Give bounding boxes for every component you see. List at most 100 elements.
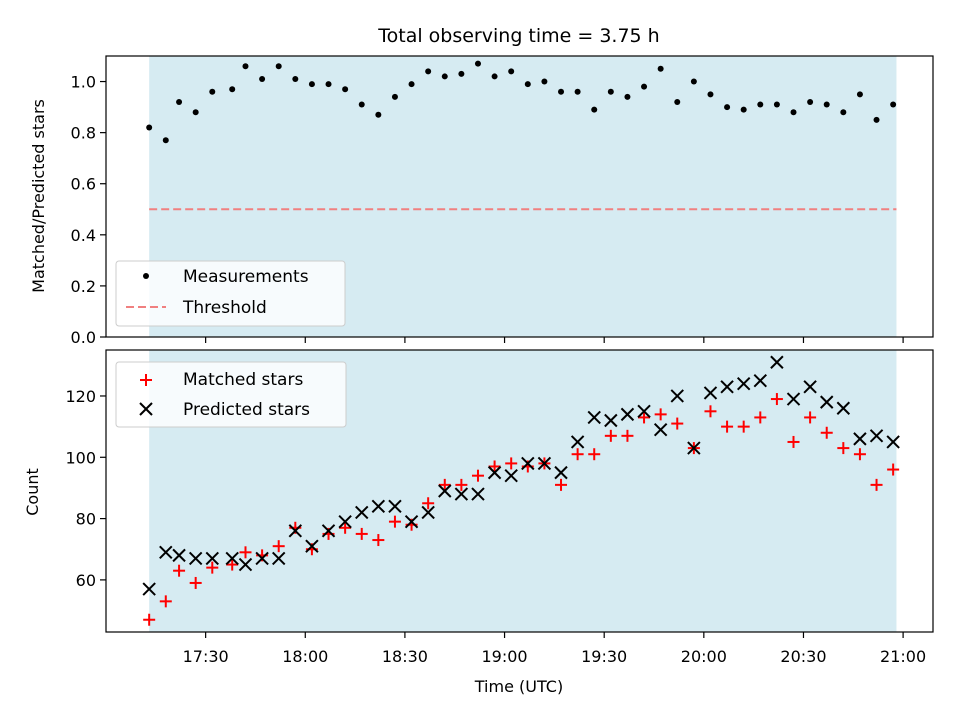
bottom-ytick-label: 60 — [76, 571, 96, 590]
predicted-star-point — [255, 551, 269, 566]
matched-star-point — [853, 448, 866, 461]
predicted-star-point — [803, 380, 817, 394]
top-title: Total observing time = 3.75 h — [377, 25, 659, 47]
predicted-star-point — [687, 441, 701, 455]
matched-star-point — [621, 429, 634, 442]
predicted-star-diag2 — [355, 505, 369, 520]
measurement-point — [873, 116, 880, 123]
predicted-star-diag2 — [172, 548, 186, 563]
matched-star-point — [239, 546, 252, 559]
predicted-star-diag2 — [786, 392, 801, 406]
legend-marker-matched — [140, 374, 152, 386]
predicted-star-point — [537, 456, 552, 471]
measurement-point — [740, 106, 747, 113]
measurement-point — [391, 93, 398, 100]
predicted-star-point — [886, 435, 900, 449]
predicted-star-point — [670, 389, 684, 403]
predicted-star-diag2 — [454, 487, 469, 501]
predicted-star-diag2 — [288, 524, 303, 538]
matched-star-point — [654, 408, 667, 421]
predicted-star-diag2 — [255, 551, 269, 566]
measurement-point — [591, 106, 598, 113]
predicted-star-diag2 — [504, 468, 518, 483]
predicted-star-point — [388, 499, 402, 514]
predicted-star-diag2 — [521, 456, 535, 471]
predicted-star-point — [604, 413, 618, 428]
predicted-star-diag2 — [670, 389, 684, 403]
predicted-star-point — [338, 514, 352, 529]
measurement-point — [259, 75, 266, 82]
measurement-point — [508, 68, 515, 75]
matched-star-point — [820, 426, 833, 439]
matched-star-point — [189, 576, 202, 589]
bottom-xtick-label: 19:00 — [481, 647, 527, 666]
measurement-point — [441, 73, 448, 80]
predicted-star-diag2 — [421, 505, 435, 520]
top-panel: Total observing time = 3.75 h 0.0 0.2 0.4 0… — [29, 25, 934, 347]
top-ylabel: Matched/Predicted stars — [29, 99, 48, 293]
top-ytick-label: 1.0 — [71, 73, 96, 92]
measurement-point — [541, 78, 548, 85]
matched-star-point — [837, 442, 850, 455]
bottom-ytick-label: 100 — [65, 448, 96, 467]
predicted-star-point — [820, 395, 834, 409]
predicted-star-point — [454, 487, 469, 501]
measurement-point — [176, 98, 183, 105]
matched-star-point — [372, 534, 385, 547]
predicted-star-point — [637, 404, 651, 419]
measurement-point — [641, 83, 648, 90]
matched-star-point — [339, 521, 352, 534]
matched-star-point — [787, 435, 800, 448]
measurement-point — [408, 81, 415, 88]
predicted-star-diag2 — [554, 465, 568, 480]
predicted-star-diag2 — [820, 395, 834, 409]
predicted-star-diag2 — [620, 407, 635, 422]
measurement-point — [491, 73, 498, 80]
measurement-point — [624, 93, 631, 100]
measurement-point — [790, 109, 797, 116]
matched-star-point — [704, 405, 717, 418]
predicted-star-point — [620, 407, 635, 422]
measurement-point — [162, 137, 169, 144]
legend-label-predicted: Predicted stars — [183, 400, 310, 420]
legend-marker-predicted — [139, 402, 153, 416]
predicted-star-diag2 — [142, 582, 156, 596]
predicted-star-diag2 — [736, 377, 751, 391]
matched-star-point — [754, 411, 767, 424]
measurement-point — [574, 88, 581, 95]
predicted-star-point — [321, 524, 336, 538]
bottom-panel: 60 80 100 120 17:30 18:00 18:30 19:00 19:30 20:00… — [23, 349, 934, 696]
predicted-star-point — [753, 373, 768, 388]
bottom-ytick-label: 80 — [76, 510, 96, 529]
measurement-point — [358, 101, 365, 108]
predicted-star-diag2 — [438, 484, 452, 498]
matched-star-point — [388, 515, 401, 528]
matched-star-point — [422, 497, 435, 510]
top-axes-frame — [105, 55, 934, 338]
measurement-point — [474, 60, 481, 67]
measurement-point — [342, 86, 349, 93]
matched-star-point — [455, 478, 468, 491]
top-legend-box — [115, 260, 346, 327]
predicted-star-point — [471, 487, 485, 501]
predicted-star-point — [703, 386, 718, 400]
matched-star-point — [638, 411, 651, 424]
bottom-xtick-label: 17:30 — [183, 647, 229, 666]
matched-star-point — [737, 420, 750, 433]
measurement-point — [757, 101, 764, 108]
predicted-star-diag2 — [205, 551, 219, 566]
predicted-star-point — [188, 551, 203, 566]
bottom-xtick-label: 20:00 — [681, 647, 727, 666]
predicted-star-diag2 — [471, 487, 485, 501]
bottom-xtick-label: 18:00 — [282, 647, 328, 666]
matched-star-point — [671, 417, 684, 430]
measurement-point — [724, 104, 731, 111]
predicted-star-diag2 — [770, 355, 784, 369]
measurement-point — [229, 86, 236, 93]
matched-star-point — [143, 613, 156, 626]
predicted-star-point — [438, 484, 452, 498]
bottom-ytick-label: 120 — [65, 387, 96, 406]
predicted-star-point — [371, 499, 386, 514]
matched-star-point — [206, 561, 219, 574]
